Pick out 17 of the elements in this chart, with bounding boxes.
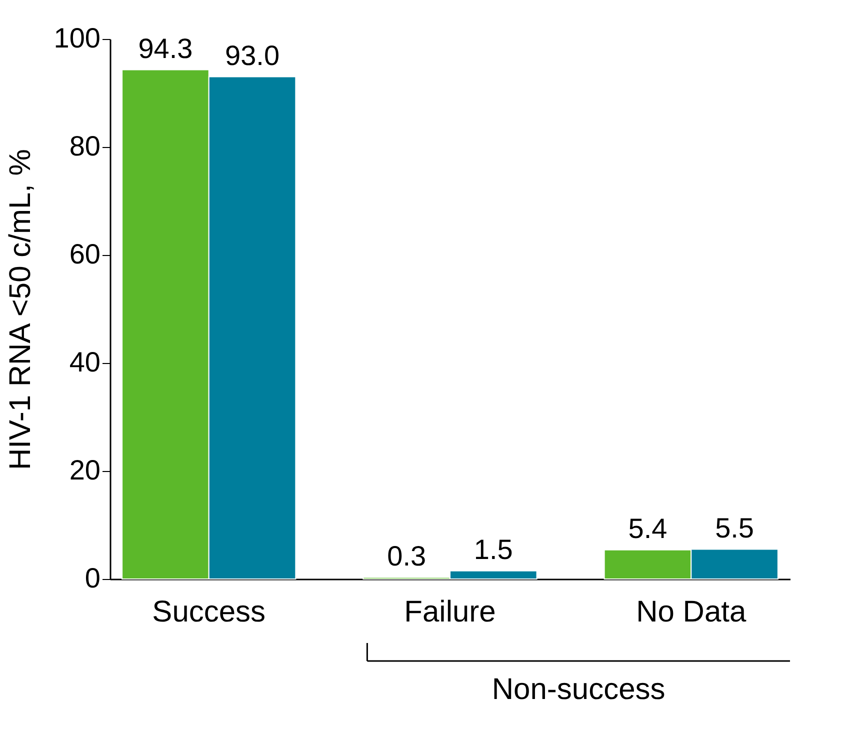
data-label: 1.5 <box>474 534 513 565</box>
y-tick-label: 0 <box>84 562 100 594</box>
data-label: 0.3 <box>387 540 426 572</box>
y-tick-label: 100 <box>54 22 100 54</box>
text: Non-success <box>492 673 666 706</box>
data-label: 5.5 <box>715 512 754 544</box>
y-tick-label: 80 <box>69 130 100 162</box>
y-tick-label: 40 <box>69 346 100 378</box>
x-tick-label: No Data <box>636 596 746 628</box>
y-tick-label: 60 <box>69 238 100 270</box>
x-tick-label: Success <box>152 596 266 628</box>
y-tick-label: 20 <box>69 454 100 486</box>
x-tick-label: Failure <box>404 596 496 628</box>
data-label: 5.4 <box>628 512 668 544</box>
y-axis-title: HIV-1 RNA <50 c/mL, % <box>4 149 37 470</box>
data-label: 94.3 <box>138 32 193 64</box>
data-label: 93.0 <box>225 40 280 71</box>
